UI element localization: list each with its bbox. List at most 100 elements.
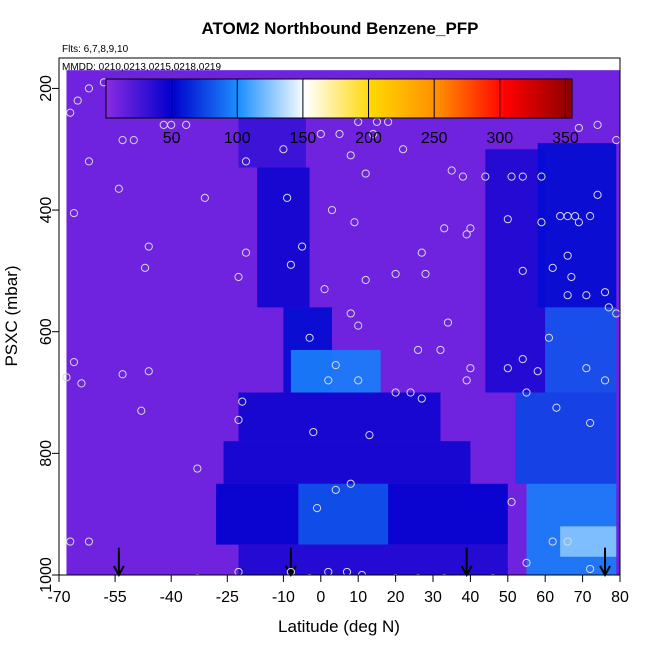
flights-subtitle: Flts: 6,7,8,9,10: [62, 44, 129, 55]
sample-point: [462, 376, 471, 385]
sample-point: [458, 172, 468, 181]
colorbar-tick-label: 200: [355, 130, 382, 147]
x-axis: -70 -55 -40 -25 -10 0 10 20 30 40 50 60 70 80: [47, 575, 629, 606]
field-patch: [257, 167, 310, 308]
sample-point: [200, 193, 209, 202]
sample-point: [320, 285, 329, 294]
field-patch: [238, 392, 441, 442]
x-tick-label: 0: [316, 589, 325, 606]
y-tick-label: 400: [38, 197, 55, 224]
sample-point: [354, 321, 363, 330]
y-tick-label: 600: [38, 318, 55, 345]
x-tick-label: -25: [216, 589, 239, 606]
sample-point: [279, 145, 288, 154]
sample-point: [548, 537, 557, 546]
sample-point: [417, 394, 426, 403]
sample-point: [436, 345, 445, 355]
sample-point: [309, 427, 318, 437]
sample-point: [507, 172, 516, 181]
sample-point: [84, 84, 94, 93]
sample-point: [342, 567, 352, 575]
sample-point: [234, 272, 243, 282]
sample-point: [417, 248, 426, 257]
sample-point: [503, 215, 512, 224]
sample-point: [574, 123, 583, 133]
dates-subtitle: MMDD: 0210,0213,0215,0218,0219: [62, 62, 221, 73]
sample-point: [490, 573, 496, 575]
x-tick-label: -55: [104, 589, 127, 606]
sample-point: [327, 205, 337, 215]
sample-point: [548, 263, 557, 272]
sample-point: [369, 129, 378, 139]
sample-point: [574, 218, 583, 227]
y-tick-label: 200: [38, 75, 55, 102]
sample-point: [357, 570, 367, 575]
colorbar-rect: [105, 78, 573, 119]
y-axis: 200 400 600 800 1000: [38, 75, 59, 593]
x-tick-label: 60: [536, 589, 554, 606]
sample-point: [537, 218, 546, 227]
x-axis-label: Latitude (deg N): [278, 617, 400, 636]
field-patch: [515, 392, 617, 484]
sample-point: [335, 129, 344, 139]
sample-point: [286, 260, 295, 269]
sample-point: [66, 537, 75, 546]
sample-point: [137, 406, 146, 415]
sample-point: [593, 120, 602, 130]
chart-title: ATOM2 Northbound Benzene_PFP: [201, 19, 478, 38]
field-patch: [485, 149, 546, 393]
sample-point: [234, 415, 243, 424]
y-axis-label: PSXC (mbar): [2, 265, 21, 366]
sample-point: [537, 172, 546, 181]
sample-point: [544, 333, 554, 342]
sample-point: [312, 503, 322, 513]
x-tick-label: 40: [462, 589, 480, 606]
field-patch: [298, 483, 389, 545]
sample-point: [466, 364, 475, 373]
sample-point: [346, 309, 355, 318]
sample-point: [118, 136, 127, 145]
x-tick-label: 20: [387, 589, 405, 606]
field-patch: [545, 307, 617, 393]
sample-point: [346, 151, 355, 160]
heatmap-field: [66, 70, 620, 575]
sample-point: [481, 172, 490, 181]
sample-point: [406, 388, 415, 397]
sample-point: [593, 190, 602, 199]
sample-point: [194, 573, 201, 575]
sample-point: [365, 431, 374, 440]
sample-point: [167, 120, 176, 130]
sample-point: [234, 567, 243, 575]
x-tick-label: -10: [272, 589, 295, 606]
x-tick-label: -70: [47, 589, 70, 606]
sample-point: [522, 388, 531, 397]
sample-point: [129, 136, 138, 145]
sample-point: [305, 333, 314, 342]
sample-point: [324, 376, 333, 385]
sample-points: [62, 78, 620, 575]
sample-point: [354, 376, 363, 385]
sample-point: [441, 573, 447, 575]
sample-point: [518, 354, 527, 364]
x-tick-label: 10: [349, 589, 367, 606]
sample-point: [466, 224, 475, 233]
sample-point: [585, 418, 595, 428]
sample-point: [421, 269, 430, 279]
sample-point: [571, 212, 580, 221]
sample-point: [84, 157, 94, 166]
sample-point: [62, 373, 71, 382]
sample-point: [350, 218, 359, 227]
sample-point: [324, 567, 333, 575]
sample-point: [552, 403, 561, 412]
sample-point: [392, 573, 399, 575]
sample-point: [346, 479, 355, 488]
sample-point: [118, 370, 127, 379]
sample-point: [306, 573, 313, 575]
field-patch: [223, 441, 471, 484]
sample-point: [241, 157, 251, 166]
sample-point: [241, 248, 251, 257]
sample-point: [563, 537, 572, 546]
sample-point: [298, 242, 307, 251]
sample-point: [193, 464, 202, 473]
